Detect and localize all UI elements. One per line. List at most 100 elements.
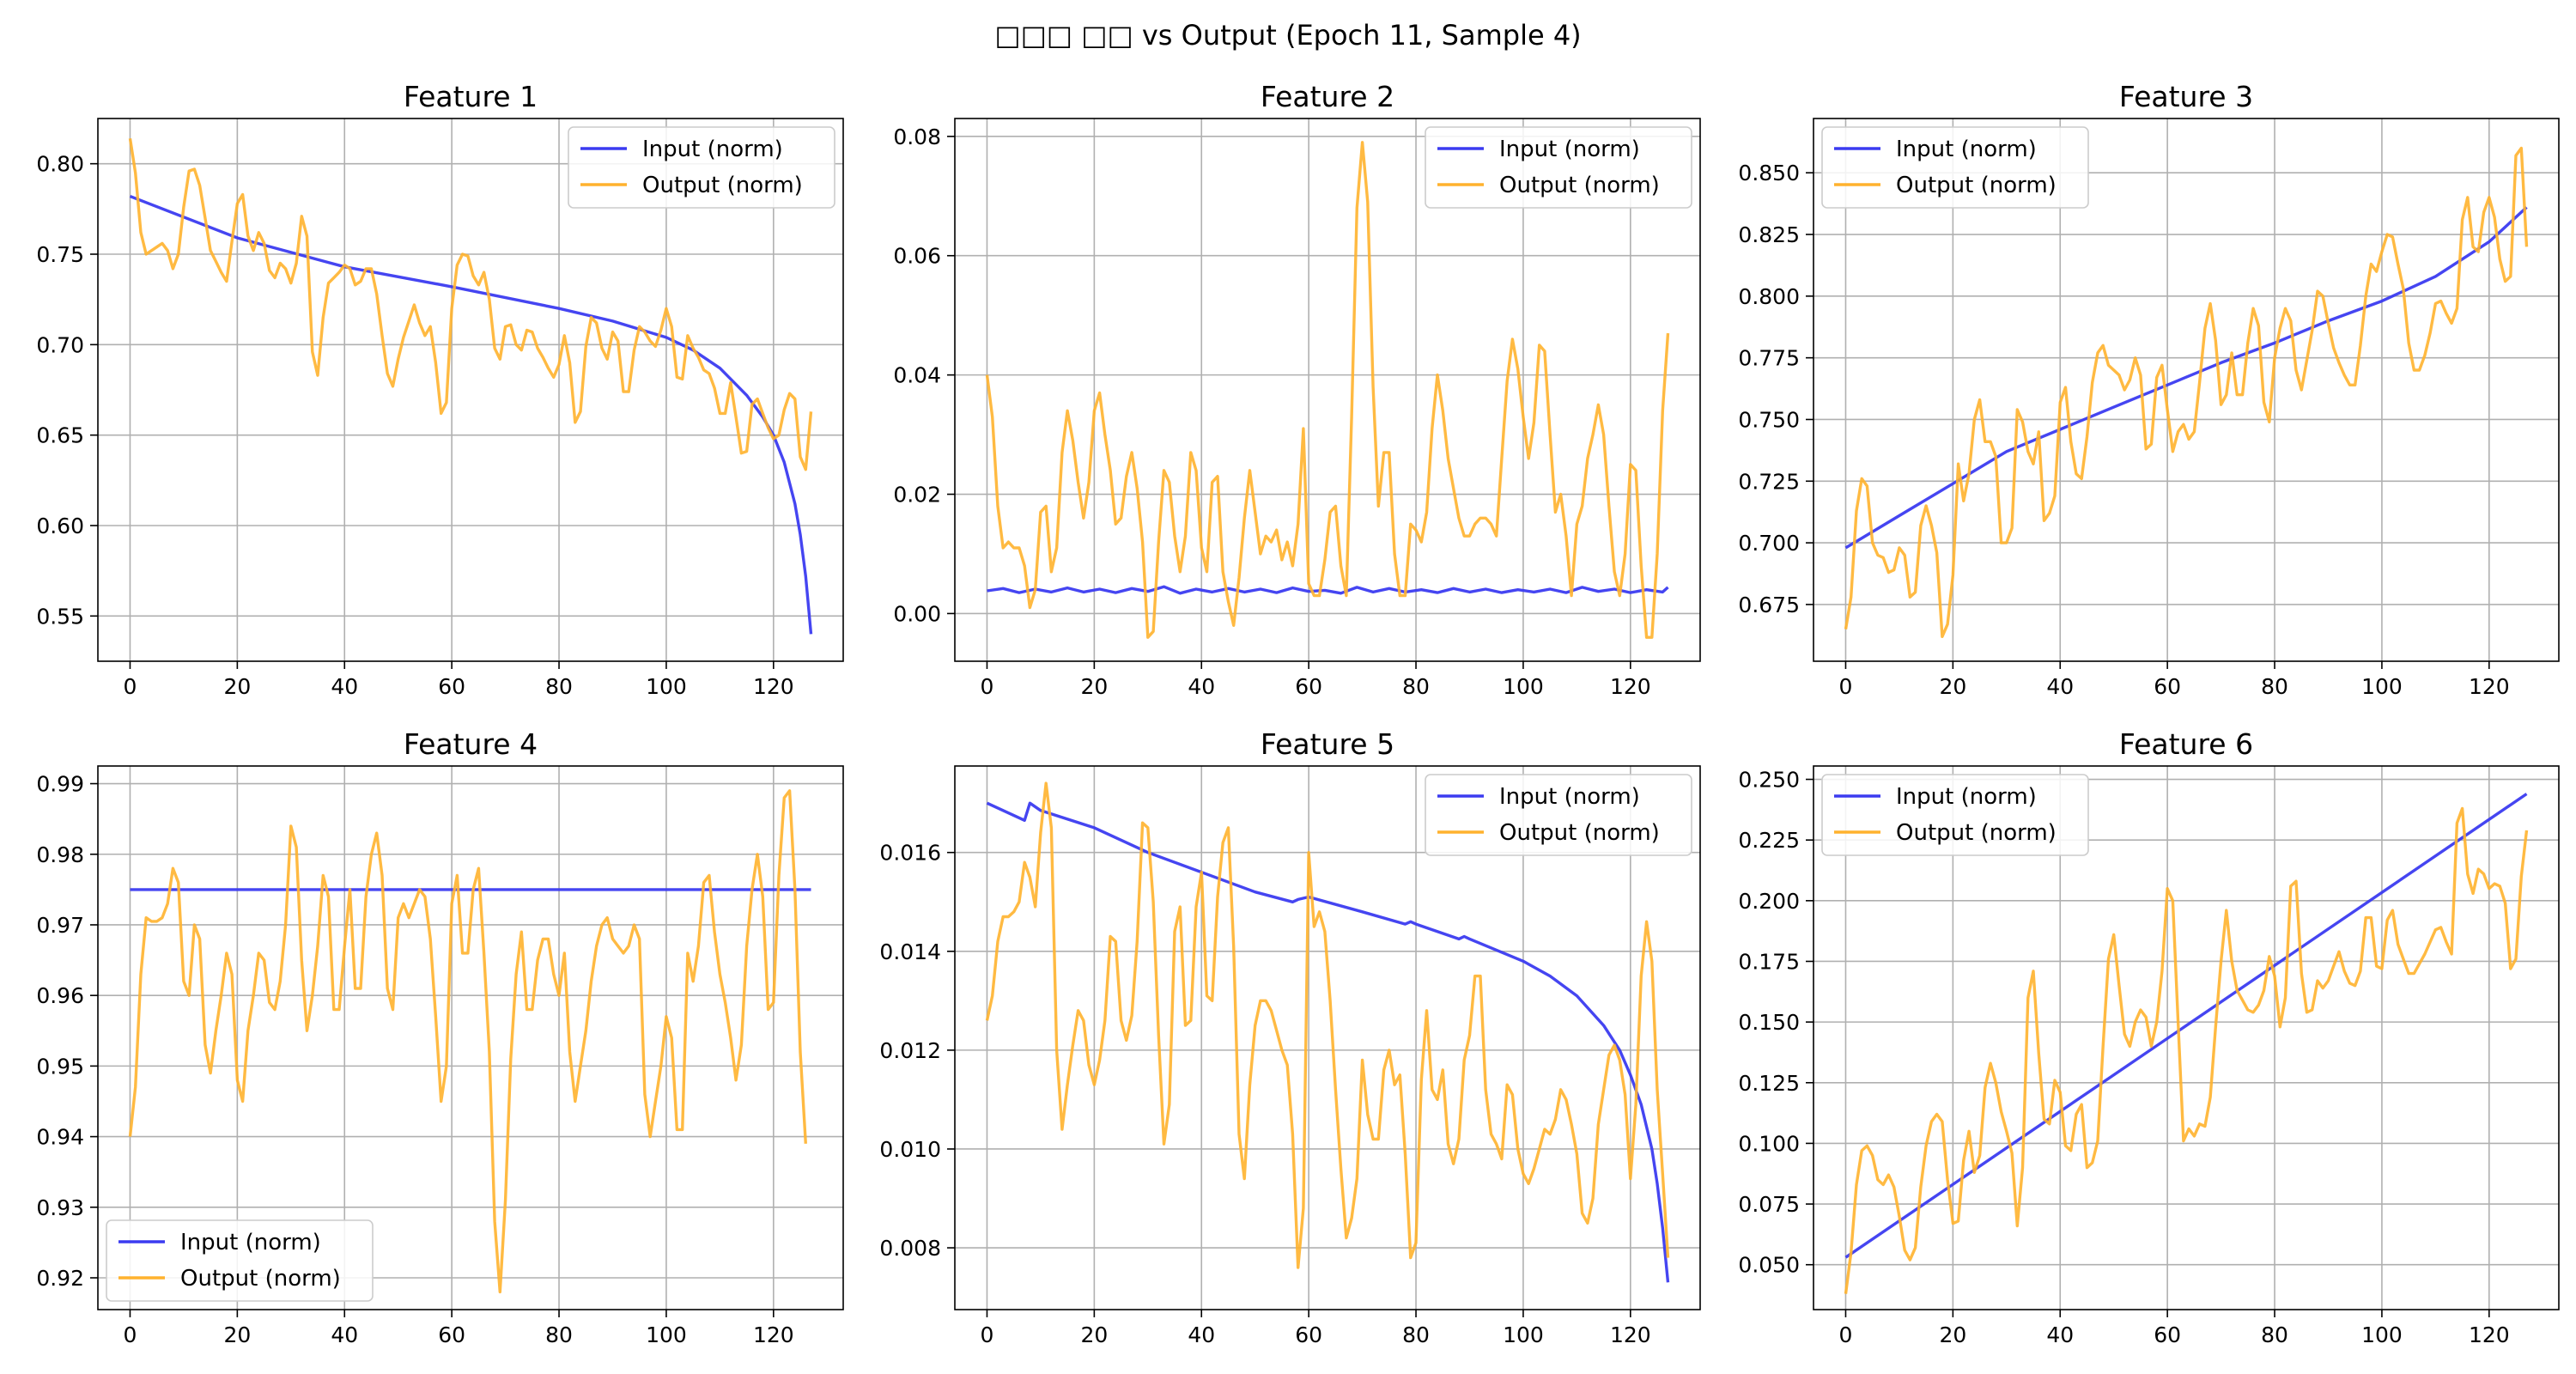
x-tick-label: 20 [1080,674,1108,699]
panel-title: Feature 3 [2119,80,2253,113]
y-tick-label: 0.98 [36,842,84,867]
y-tick-label: 0.00 [893,601,941,626]
y-tick-label: 0.97 [36,913,84,938]
x-tick-label: 60 [2154,1322,2181,1347]
panel-title: Feature 4 [404,727,538,761]
x-tick-label: 20 [1939,674,1966,699]
chart-panel-2: Feature 2 0 20 40 60 80 100 120 0.00 0.02 0.04 0.06… [893,80,1701,699]
legend-box [1821,126,2089,209]
y-tick-label: 0.725 [1738,469,1800,494]
y-tick-label: 0.250 [1738,768,1800,793]
plot-frame [954,765,1701,1310]
legend: Input (norm) Output (norm) [568,126,835,209]
panel-title: Feature 2 [1261,80,1394,113]
x-tick-label: 20 [223,1322,251,1347]
x-tick-label: 120 [1610,674,1651,699]
x-tick-label: 60 [1295,674,1322,699]
legend-label: Input (norm) [642,137,783,162]
x-tick-label: 80 [545,1322,573,1347]
x-tick-label: 0 [981,674,994,699]
x-tick-label: 120 [753,1322,794,1347]
y-tick-label: 0.08 [893,125,941,149]
y-tick-label: 0.150 [1738,1010,1800,1035]
input-series-line [986,801,1670,1283]
y-tick-label: 0.04 [893,363,941,388]
y-tick-label: 0.775 [1738,346,1800,371]
x-tick-label: 60 [2154,674,2181,699]
x-tick-label: 80 [545,674,573,699]
legend-box [1425,774,1692,856]
plot-frame [954,118,1701,662]
y-tick-label: 0.60 [36,514,84,538]
y-tick-label: 0.225 [1738,828,1800,853]
output-series-line [985,781,1670,1269]
output-series-line [985,141,1670,639]
y-tick-label: 0.200 [1738,889,1800,914]
legend-label: Output (norm) [1896,173,2057,198]
panel-title: Feature 6 [2119,727,2253,761]
x-tick-label: 100 [2361,674,2403,699]
y-tick-label: 0.800 [1738,284,1800,309]
legend-box [568,126,835,209]
x-tick-label: 120 [753,674,794,699]
y-tick-label: 0.02 [893,483,941,508]
plot-frame [97,765,844,1310]
input-series-line [1844,793,2528,1259]
plot-frame [97,118,844,662]
legend-label: Input (norm) [1499,784,1640,810]
figure-title: □□□ □□ vs Output (Epoch 11, Sample 4) [994,19,1582,52]
y-tick-label: 0.008 [879,1236,941,1261]
chart-panel-1: Feature 1 0 20 40 60 80 100 120 0.55 0.60 0.65 0.70… [36,80,844,699]
x-tick-label: 20 [223,674,251,699]
y-tick-label: 0.06 [893,244,941,269]
legend-box [106,1219,374,1302]
y-tick-label: 0.93 [36,1195,84,1220]
y-tick-label: 0.012 [879,1038,941,1063]
legend-label: Output (norm) [642,173,803,198]
legend-label: Input (norm) [180,1230,321,1255]
x-tick-label: 40 [331,674,358,699]
plot-frame [1813,765,2560,1310]
y-tick-label: 0.100 [1738,1131,1800,1156]
x-tick-label: 0 [124,1322,137,1347]
x-tick-label: 100 [646,674,687,699]
y-tick-label: 0.050 [1738,1253,1800,1278]
legend-label: Output (norm) [1499,173,1660,198]
legend-label: Output (norm) [1896,820,2057,846]
y-tick-label: 0.70 [36,332,84,357]
y-tick-label: 0.850 [1738,161,1800,185]
y-tick-label: 0.014 [879,939,941,964]
x-tick-label: 80 [2261,674,2288,699]
input-series-line [987,585,1669,595]
x-tick-label: 60 [438,674,465,699]
output-series-line [128,789,807,1294]
y-tick-label: 0.075 [1738,1192,1800,1217]
y-tick-label: 0.55 [36,604,84,629]
y-tick-label: 0.750 [1738,407,1800,432]
x-tick-label: 80 [1402,674,1430,699]
x-tick-label: 0 [124,674,137,699]
output-series-line [1844,146,2529,638]
legend: Input (norm) Output (norm) [1821,126,2089,209]
chart-panel-6: Feature 6 0 20 40 60 80 100 120 0.050 0.075 0.100 0… [1738,727,2560,1347]
x-tick-label: 40 [1188,1322,1215,1347]
x-tick-label: 120 [1610,1322,1651,1347]
x-tick-label: 40 [331,1322,358,1347]
x-tick-label: 100 [1503,674,1544,699]
y-tick-label: 0.75 [36,242,84,267]
x-tick-label: 20 [1080,1322,1108,1347]
input-series-line [1844,206,2528,550]
legend-box [1821,774,2089,856]
panel-title: Feature 5 [1261,727,1394,761]
x-tick-label: 0 [981,1322,994,1347]
y-tick-label: 0.80 [36,152,84,177]
x-tick-label: 100 [1503,1322,1544,1347]
x-tick-label: 40 [2046,674,2074,699]
x-tick-label: 80 [2261,1322,2288,1347]
y-tick-label: 0.675 [1738,593,1800,617]
y-tick-label: 0.010 [879,1137,941,1162]
legend-label: Input (norm) [1499,137,1640,162]
output-series-line [1844,806,2529,1294]
y-tick-label: 0.125 [1738,1071,1800,1096]
